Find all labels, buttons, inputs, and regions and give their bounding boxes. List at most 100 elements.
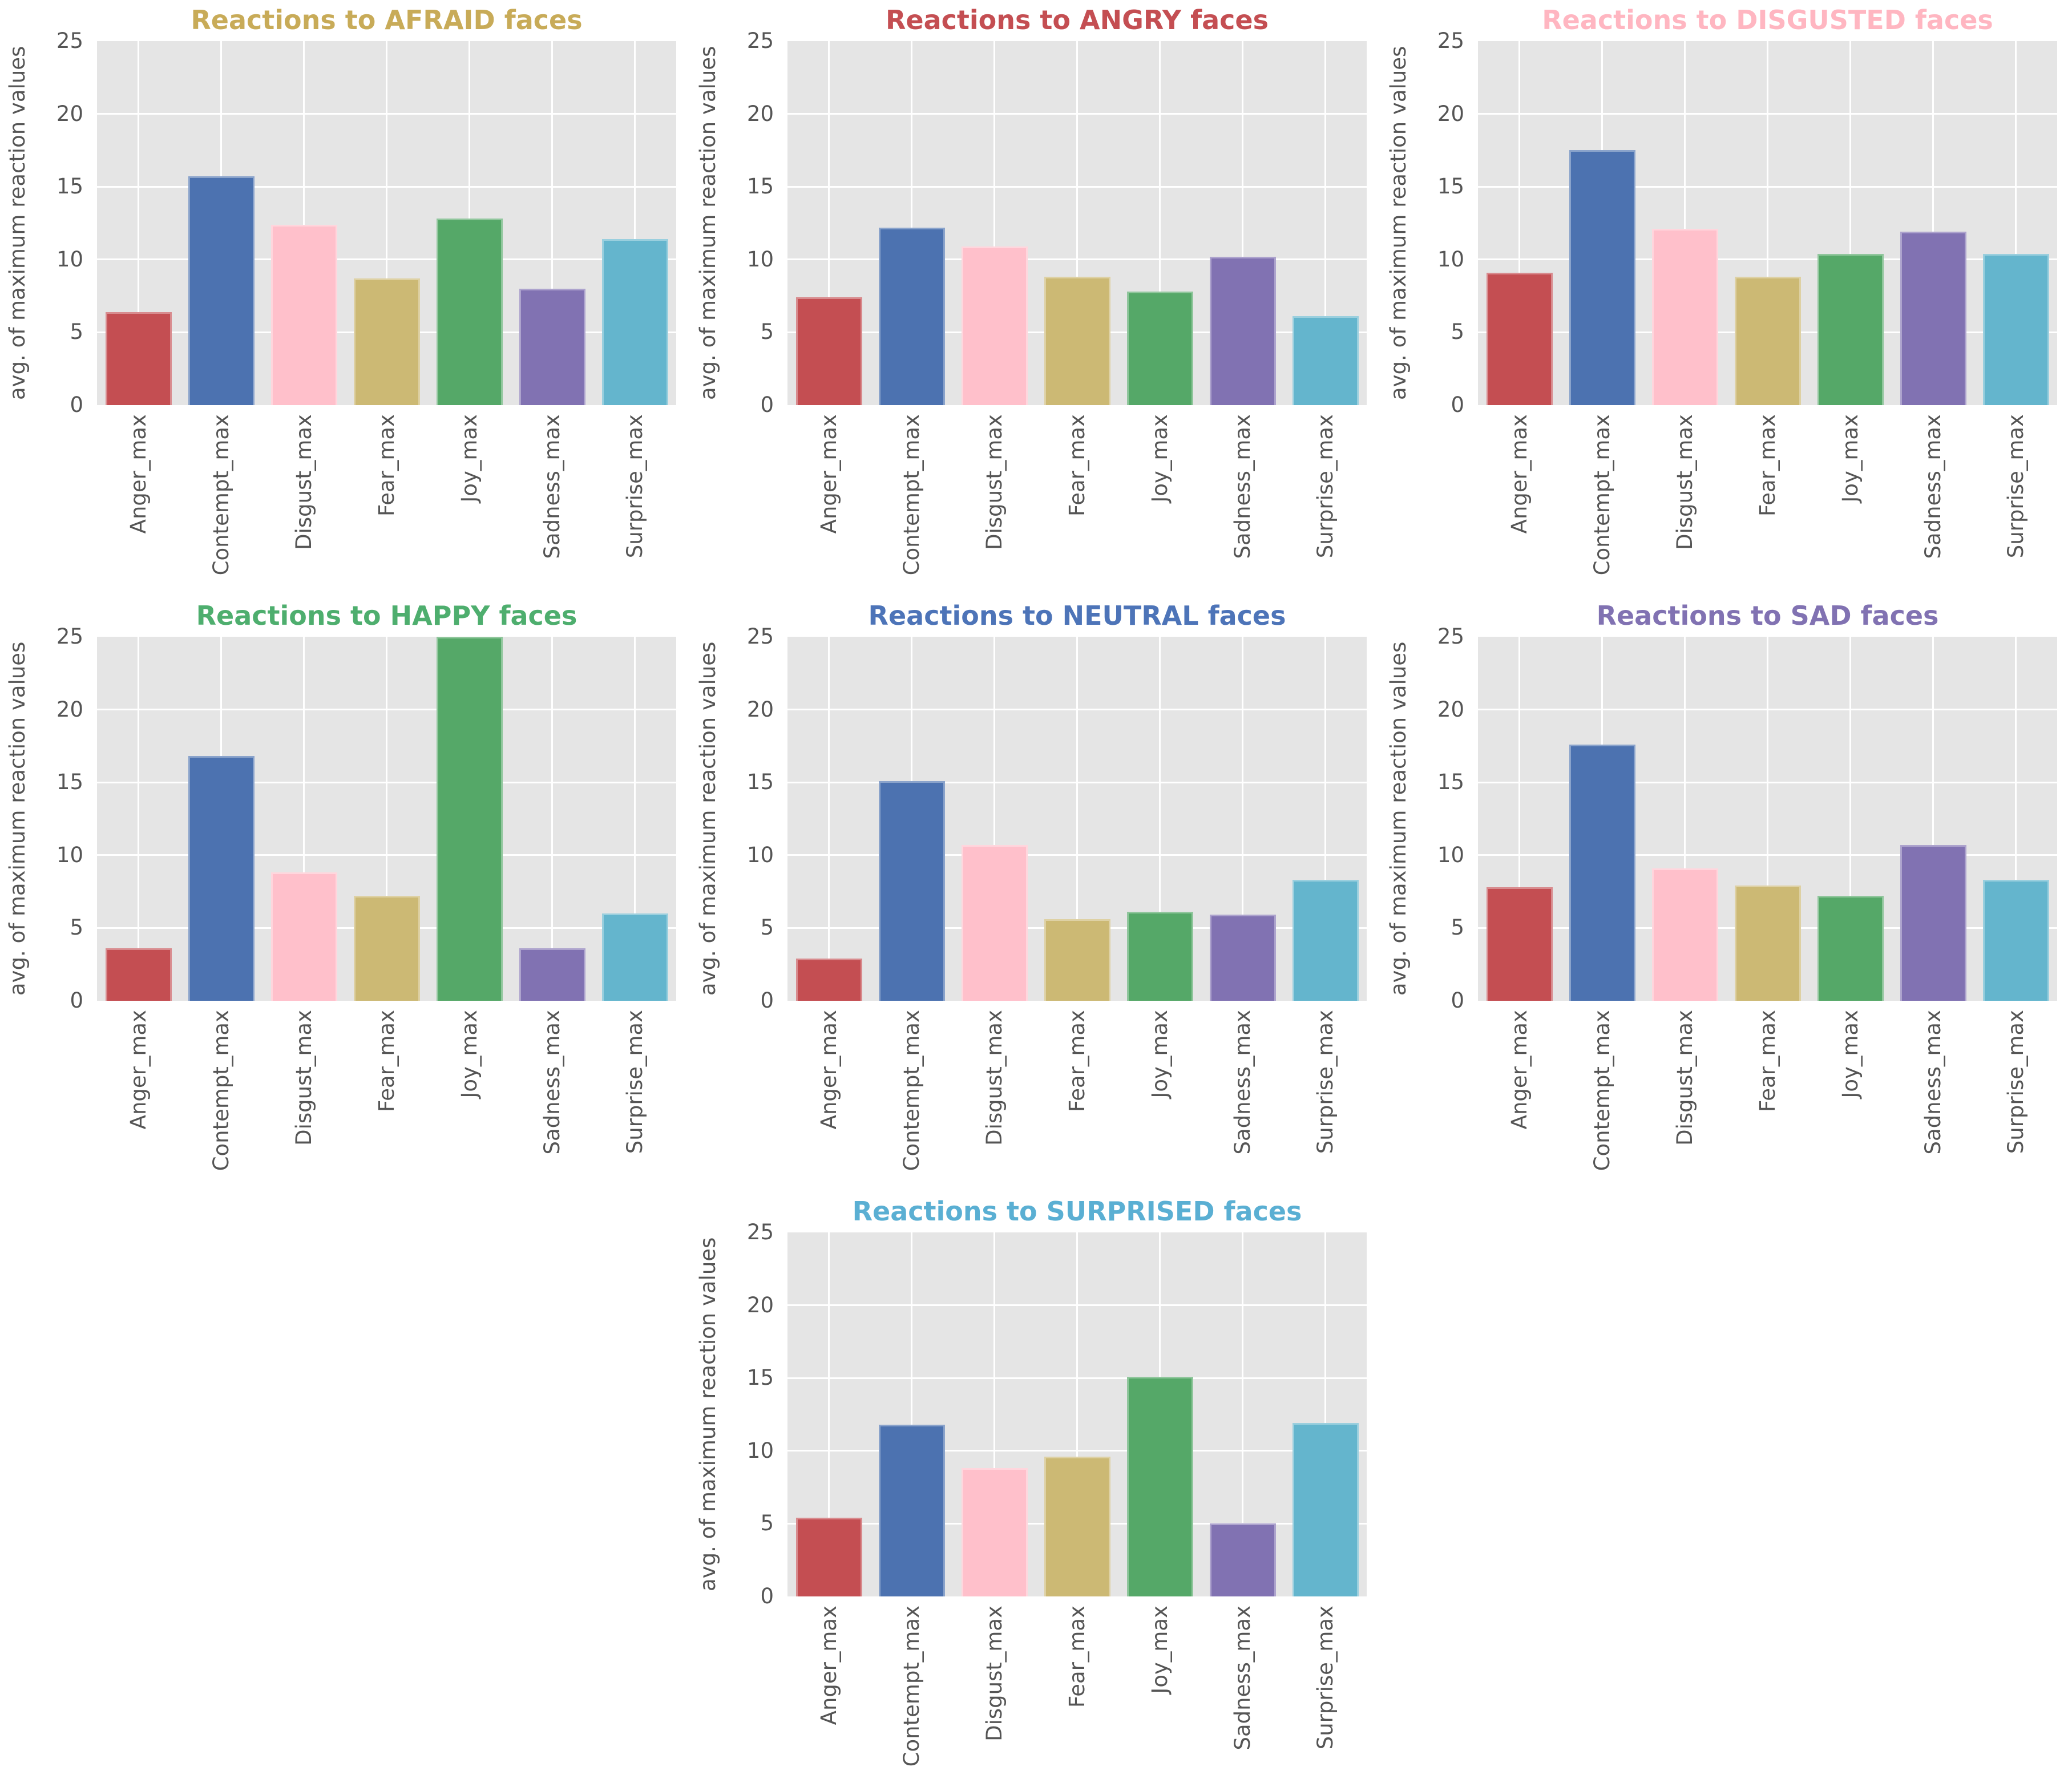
x-tick-label: Joy_max (1148, 1010, 1172, 1098)
x-tick-label: Anger_max (817, 414, 841, 534)
chart-title: Reactions to DISGUSTED faces (1542, 5, 1993, 35)
x-tick-label: Joy_max (1148, 1606, 1172, 1694)
x-tick-label: Fear_max (1065, 1010, 1089, 1113)
chart-title: Reactions to ANGRY faces (885, 5, 1269, 35)
x-tick-label: Joy_max (1148, 414, 1172, 503)
y-tick-label: 20 (56, 697, 83, 722)
y-tick-label: 25 (56, 29, 83, 53)
y-tick-label: 25 (56, 624, 83, 649)
x-tick-label: Fear_max (1755, 1010, 1780, 1113)
bar-disgust_max (271, 872, 337, 1001)
x-tick-label: Joy_max (1838, 414, 1863, 503)
v-gridline (828, 1232, 830, 1596)
v-gridline (1767, 637, 1768, 1001)
v-gridline (1076, 1232, 1078, 1596)
bar-sadness_max (1210, 1523, 1276, 1596)
v-gridline (911, 41, 912, 405)
y-tick-label: 0 (1451, 988, 1464, 1013)
bar-chart: Reactions to SAD faces avg. of maximum r… (1381, 596, 2071, 1191)
bar-chart: Reactions to NEUTRAL faces avg. of maxim… (690, 596, 1381, 1191)
plot-area (1478, 637, 2057, 1001)
x-tick-label: Disgust_max (1673, 1010, 1697, 1146)
y-tick-label: 25 (746, 29, 774, 53)
bar-fear_max (354, 896, 420, 1001)
y-tick-label: 5 (760, 915, 774, 940)
y-tick-label: 5 (760, 1511, 774, 1535)
x-tick-label: Fear_max (374, 414, 399, 517)
v-gridline (1684, 637, 1686, 1001)
v-gridline (303, 637, 305, 1001)
y-tick-label: 5 (70, 915, 83, 940)
bar-disgust_max (962, 1468, 1028, 1596)
y-tick-label: 15 (746, 174, 774, 199)
bar-surprise_max (1983, 254, 2049, 405)
bar-anger_max (1487, 273, 1553, 405)
x-tick-label: Sadness_max (1230, 414, 1255, 559)
y-tick-label: 25 (746, 1220, 774, 1244)
x-tick-label: Anger_max (1507, 1010, 1532, 1130)
x-tick-label: Disgust_max (1673, 414, 1697, 550)
y-tick-label: 20 (746, 1293, 774, 1317)
x-tick-label: Surprise_max (2004, 414, 2028, 559)
y-tick-label: 20 (56, 102, 83, 126)
v-gridline (1932, 41, 1934, 405)
x-tick-label: Sadness_max (1921, 1010, 1945, 1155)
v-gridline (1324, 1232, 1326, 1596)
plot-area (787, 637, 1367, 1001)
v-gridline (1076, 41, 1078, 405)
bar-contempt_max (1569, 745, 1635, 1001)
y-tick-label: 10 (746, 1438, 774, 1463)
x-tick-label: Fear_max (1065, 1606, 1089, 1708)
y-tick-label: 5 (70, 320, 83, 344)
v-gridline (634, 41, 636, 405)
v-gridline (828, 637, 830, 1001)
bar-contempt_max (879, 781, 945, 1001)
y-tick-label: 15 (746, 1365, 774, 1390)
bar-joy_max (1817, 896, 1884, 1001)
plot-area (97, 637, 676, 1001)
plot-area (787, 41, 1367, 405)
v-gridline (1518, 637, 1520, 1001)
bar-surprise_max (602, 239, 668, 405)
bar-disgust_max (1652, 229, 1718, 405)
v-gridline (303, 41, 305, 405)
bar-anger_max (106, 948, 172, 1001)
y-tick-label: 25 (746, 624, 774, 649)
v-gridline (1767, 41, 1768, 405)
bar-anger_max (796, 959, 862, 1001)
y-tick-label: 0 (1451, 393, 1464, 417)
y-tick-label: 10 (56, 843, 83, 867)
v-gridline (2015, 637, 2017, 1001)
bar-contempt_max (879, 1425, 945, 1596)
v-gridline (1849, 637, 1851, 1001)
y-tick-label: 5 (1451, 320, 1464, 344)
chart-title: Reactions to SAD faces (1596, 600, 1939, 631)
v-gridline (993, 1232, 995, 1596)
v-gridline (828, 41, 830, 405)
bar-chart: Reactions to AFRAID faces avg. of maximu… (0, 0, 690, 596)
x-tick-label: Sadness_max (540, 1010, 564, 1155)
x-tick-label: Sadness_max (1230, 1010, 1255, 1155)
bar-disgust_max (271, 225, 337, 405)
y-tick-label: 20 (746, 697, 774, 722)
chart-title: Reactions to SURPRISED faces (852, 1196, 1302, 1227)
bar-contempt_max (879, 228, 945, 405)
bar-sadness_max (1900, 845, 1966, 1001)
bar-joy_max (437, 637, 503, 1001)
y-tick-label: 5 (1451, 915, 1464, 940)
x-tick-label: Surprise_max (1313, 414, 1338, 559)
bar-sadness_max (519, 948, 585, 1001)
x-tick-label: Anger_max (817, 1606, 841, 1725)
x-tick-label: Fear_max (374, 1010, 399, 1113)
v-gridline (1159, 41, 1161, 405)
bar-chart: Reactions to SURPRISED faces avg. of max… (690, 1191, 1381, 1787)
y-axis-label: avg. of maximum reaction values (696, 46, 720, 401)
bar-chart: Reactions to DISGUSTED faces avg. of max… (1381, 0, 2071, 596)
x-tick-label: Joy_max (457, 414, 482, 503)
chart-title: Reactions to AFRAID faces (191, 5, 583, 35)
v-gridline (1076, 637, 1078, 1001)
x-tick-label: Disgust_max (292, 414, 316, 550)
x-tick-label: Disgust_max (982, 1010, 1007, 1146)
bar-sadness_max (1210, 915, 1276, 1001)
bar-joy_max (1127, 912, 1193, 1001)
